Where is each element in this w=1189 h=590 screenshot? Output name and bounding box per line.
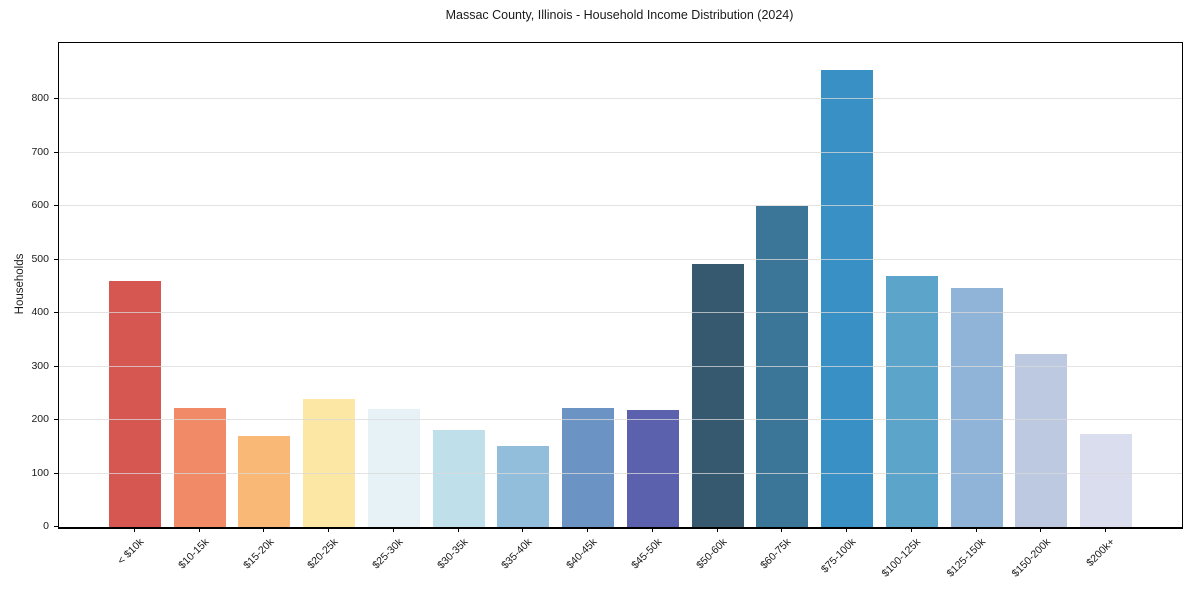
y-tick-label-text: 0 <box>43 520 49 532</box>
x-tick-label-text: $100-125k <box>879 536 924 580</box>
y-tick-label-text: 200 <box>31 413 49 426</box>
gridline <box>59 419 1182 421</box>
y-tick-mark <box>54 419 58 421</box>
bar <box>1080 434 1132 527</box>
bar <box>691 263 744 527</box>
bar <box>367 408 420 527</box>
x-tick-label-text: $40-45k <box>564 536 600 572</box>
x-tick-mark <box>910 528 912 532</box>
bar <box>173 408 226 527</box>
bar <box>821 69 874 527</box>
bar <box>1015 353 1068 527</box>
y-tick-mark <box>54 365 58 367</box>
bar <box>756 206 809 527</box>
gridline <box>59 151 1182 153</box>
y-tick-mark <box>54 526 58 527</box>
chart-title: Massac County, Illinois - Household Inco… <box>445 8 794 22</box>
y-tick-label-text: 700 <box>31 145 49 158</box>
x-tick-label-text: $25-30k <box>370 536 406 572</box>
x-tick-mark <box>975 528 977 532</box>
x-tick-label-text: $10-15k <box>175 536 212 572</box>
x-tick-mark <box>781 528 783 532</box>
bar <box>238 436 291 527</box>
x-tick-mark <box>587 528 589 532</box>
gridline <box>59 98 1182 100</box>
x-tick-mark <box>198 528 200 532</box>
y-tick-label-text: 800 <box>31 92 49 105</box>
y-axis-label: Households <box>14 253 26 315</box>
x-tick-mark <box>263 528 265 532</box>
bar <box>303 398 356 527</box>
bar <box>626 410 679 527</box>
x-tick-mark <box>716 528 718 532</box>
x-tick-mark <box>651 528 653 532</box>
x-tick-mark <box>522 528 524 532</box>
x-tick-mark <box>134 528 135 532</box>
gridline <box>59 365 1182 367</box>
x-tick-mark <box>846 528 848 532</box>
y-tick-label-text: 300 <box>31 359 49 372</box>
x-tick-label-text: $35-40k <box>499 536 535 572</box>
x-tick-mark <box>328 528 330 532</box>
gridline <box>59 472 1182 474</box>
y-tick-mark <box>54 258 58 260</box>
y-tick-label-text: 500 <box>31 252 49 265</box>
x-tick-mark <box>392 528 394 532</box>
bar <box>885 275 938 527</box>
x-tick-label-text: < $10k <box>115 536 147 567</box>
y-tick-mark <box>54 205 58 207</box>
bar <box>950 288 1003 527</box>
bar <box>497 446 550 527</box>
x-tick-label-text: $15-20k <box>240 536 276 572</box>
bar <box>109 281 161 527</box>
x-tick-label-text: $45-50k <box>629 536 665 572</box>
x-tick-label-text: $20-25k <box>305 536 341 572</box>
y-tick-mark <box>54 151 58 153</box>
x-tick-label-text: $200k+ <box>1084 536 1118 570</box>
x-tick-label-text: $75-100k <box>819 536 859 576</box>
gridline <box>59 205 1182 207</box>
y-tick-label-text: 100 <box>31 466 49 479</box>
x-tick-mark <box>1040 528 1042 532</box>
y-tick-label-text: 600 <box>31 199 49 212</box>
x-tick-mark <box>1105 528 1106 532</box>
gridline <box>59 258 1182 260</box>
x-tick-label-text: $50-60k <box>693 536 730 572</box>
x-tick-label-text: $150-200k <box>1009 536 1053 580</box>
x-tick-label-text: $125-150k <box>944 536 989 580</box>
x-tick-label-text: $30-35k <box>434 536 471 572</box>
y-tick-mark <box>54 98 58 100</box>
bar <box>562 408 615 527</box>
bar <box>432 429 485 527</box>
plot-area <box>58 42 1183 529</box>
gridline <box>59 312 1182 314</box>
y-tick-mark <box>54 312 58 314</box>
y-tick-label-text: 400 <box>31 306 49 319</box>
x-tick-mark <box>457 528 459 532</box>
y-tick-mark <box>54 472 58 474</box>
x-tick-label-text: $60-75k <box>758 536 794 572</box>
